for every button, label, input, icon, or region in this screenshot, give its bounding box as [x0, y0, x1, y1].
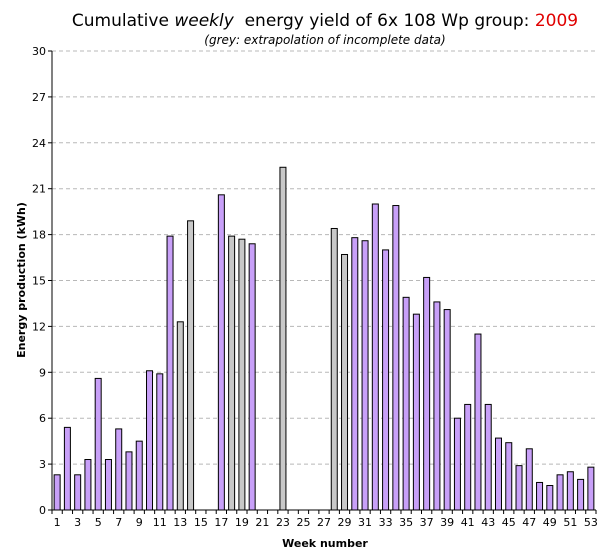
y-tick-label: 27	[32, 91, 46, 104]
x-tick-label: 43	[481, 516, 495, 529]
x-tick-label: 31	[358, 516, 372, 529]
bar-week-37	[423, 276, 431, 511]
y-tick-label: 3	[39, 458, 46, 471]
x-tick-label: 49	[543, 516, 557, 529]
bar-week-10	[146, 370, 154, 511]
x-tick-label: 23	[276, 516, 290, 529]
bar-week-41	[464, 403, 472, 511]
bar-week-40	[453, 417, 461, 511]
x-tick-label: 11	[153, 516, 167, 529]
bar-week-7	[115, 428, 123, 511]
x-tick-label: 25	[296, 516, 310, 529]
bar-week-29	[341, 253, 349, 511]
chart-title-prefix: Cumulative	[72, 11, 174, 31]
bar-week-1	[53, 474, 61, 511]
bar-week-38	[433, 301, 441, 511]
bar-week-47	[525, 448, 533, 511]
y-tick-label: 12	[32, 320, 46, 333]
x-tick-label: 33	[379, 516, 393, 529]
y-tick-label: 18	[32, 229, 46, 242]
x-tick-label: 21	[255, 516, 269, 529]
bar-week-17	[217, 194, 225, 511]
bar-week-44	[494, 437, 502, 511]
y-tick-label: 30	[32, 45, 46, 58]
x-tick-label: 15	[194, 516, 208, 529]
bar-week-49	[546, 485, 554, 511]
bar-week-48	[536, 481, 544, 511]
y-axis-label: Energy production (kWh)	[15, 202, 28, 358]
bar-week-35	[402, 296, 410, 511]
x-tick-label: 19	[235, 516, 249, 529]
bar-week-13	[176, 321, 184, 511]
bar-week-53	[587, 466, 595, 511]
y-tick-label: 21	[32, 183, 46, 196]
x-tick-label: 41	[461, 516, 475, 529]
bar-week-30	[351, 237, 359, 511]
y-tick-label: 0	[39, 504, 46, 517]
bar-week-52	[577, 478, 585, 511]
bar-week-19	[238, 238, 246, 511]
bar-week-42	[474, 333, 482, 511]
bar-week-45	[505, 442, 513, 511]
x-tick-label: 29	[338, 516, 352, 529]
bar-week-6	[104, 459, 112, 511]
bar-week-4	[84, 459, 92, 511]
bars	[53, 166, 595, 511]
bar-week-32	[371, 203, 379, 511]
bar-week-11	[156, 373, 164, 511]
x-tick-label: 7	[115, 516, 122, 529]
x-tick-label: 3	[74, 516, 81, 529]
bar-week-20	[248, 243, 256, 511]
chart-title-emphasis: weekly	[174, 11, 234, 31]
bar-week-2	[63, 426, 71, 511]
bar-week-33	[382, 249, 390, 511]
bar-week-9	[135, 440, 143, 511]
x-tick-label: 9	[136, 516, 143, 529]
y-tick-label: 6	[39, 412, 46, 425]
x-tick-label: 37	[420, 516, 434, 529]
x-tick-label: 35	[399, 516, 413, 529]
bar-week-3	[74, 474, 82, 511]
bar-week-28	[330, 227, 338, 511]
bar-week-18	[228, 235, 236, 511]
bar-week-12	[166, 235, 174, 511]
bar-week-34	[392, 205, 400, 511]
x-tick-label: 39	[440, 516, 454, 529]
y-tick-label: 24	[32, 137, 46, 150]
x-tick-label: 47	[522, 516, 536, 529]
axes	[48, 50, 597, 514]
x-tick-label: 1	[54, 516, 61, 529]
bar-week-36	[412, 313, 420, 511]
chart-title: Cumulative weekly energy yield of 6x 108…	[72, 11, 578, 31]
x-tick-label: 17	[214, 516, 228, 529]
x-axis-label: Week number	[282, 537, 368, 550]
x-tick-label: 51	[563, 516, 577, 529]
x-tick-label: 13	[173, 516, 187, 529]
bar-week-23	[279, 166, 287, 511]
chart-title-middle: energy yield of 6x 108 Wp group:	[234, 11, 535, 31]
y-tick-labels: 0 3 6 9 12 15 18 21 24 27 30	[32, 45, 46, 517]
x-tick-label: 45	[502, 516, 516, 529]
bar-week-50	[556, 474, 564, 511]
bar-week-43	[484, 403, 492, 511]
x-tick-label: 53	[584, 516, 598, 529]
bar-week-5	[94, 377, 102, 511]
x-tick-labels: 1 3 5 7 9 11 13 15 17 19 21 23 25 27 29 31 33 35 37 39 41 43 4…	[54, 516, 598, 529]
bar-week-8	[125, 451, 133, 511]
x-tick-label: 27	[317, 516, 331, 529]
bar-week-51	[566, 471, 574, 511]
bar-week-31	[361, 240, 369, 511]
x-tick-label: 5	[95, 516, 102, 529]
y-tick-label: 15	[32, 275, 46, 288]
bar-week-14	[187, 220, 195, 511]
bar-week-39	[443, 309, 451, 511]
y-tick-label: 9	[39, 366, 46, 379]
grid-lines	[52, 50, 596, 465]
chart-subtitle: (grey: extrapolation of incomplete data)	[204, 33, 445, 47]
bar-week-46	[515, 465, 523, 511]
chart-title-year: 2009	[535, 11, 578, 31]
